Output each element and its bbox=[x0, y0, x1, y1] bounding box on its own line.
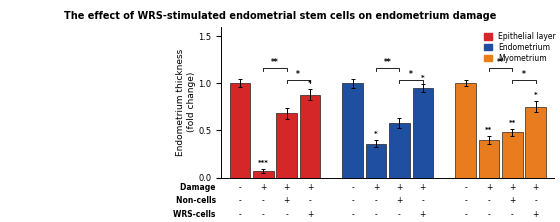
Legend: Epithelial layer, Endometrium, Myometrium: Epithelial layer, Endometrium, Myometriu… bbox=[483, 30, 557, 64]
Text: +: + bbox=[396, 183, 403, 192]
Bar bbox=[479, 140, 500, 178]
Text: +: + bbox=[283, 183, 290, 192]
Text: **: ** bbox=[497, 58, 505, 67]
Text: Damage: Damage bbox=[180, 183, 218, 192]
Text: ***: *** bbox=[258, 160, 269, 166]
Text: -: - bbox=[239, 210, 241, 219]
Bar bbox=[253, 171, 273, 178]
Text: *: * bbox=[374, 131, 378, 137]
Bar bbox=[230, 83, 250, 178]
Text: **: ** bbox=[486, 127, 493, 133]
Text: -: - bbox=[239, 196, 241, 205]
Text: -: - bbox=[262, 210, 265, 219]
Text: -: - bbox=[422, 196, 424, 205]
Text: WRS-cells: WRS-cells bbox=[174, 210, 218, 219]
Text: -: - bbox=[398, 210, 401, 219]
Bar bbox=[366, 144, 386, 178]
Text: *: * bbox=[522, 70, 526, 79]
Text: -: - bbox=[239, 183, 241, 192]
Text: -: - bbox=[511, 210, 514, 219]
Text: -: - bbox=[488, 196, 491, 205]
Text: *: * bbox=[308, 80, 312, 86]
Text: +: + bbox=[486, 183, 492, 192]
Text: +: + bbox=[419, 210, 426, 219]
Text: +: + bbox=[260, 183, 267, 192]
Text: -: - bbox=[351, 183, 354, 192]
Text: *: * bbox=[421, 75, 424, 81]
Text: **: ** bbox=[271, 58, 279, 67]
Text: +: + bbox=[509, 196, 516, 205]
Text: +: + bbox=[307, 183, 313, 192]
Text: -: - bbox=[351, 210, 354, 219]
Text: +: + bbox=[307, 210, 313, 219]
Text: -: - bbox=[464, 183, 467, 192]
Text: **: ** bbox=[508, 120, 516, 126]
Bar bbox=[389, 123, 410, 178]
Text: *: * bbox=[409, 70, 413, 79]
Text: +: + bbox=[533, 210, 539, 219]
Text: +: + bbox=[533, 183, 539, 192]
Text: -: - bbox=[262, 196, 265, 205]
Text: *: * bbox=[534, 92, 538, 98]
Bar bbox=[300, 95, 320, 178]
Text: The effect of WRS-stimulated endometrial stem cells on endometrium damage: The effect of WRS-stimulated endometrial… bbox=[64, 11, 496, 21]
Bar bbox=[455, 83, 476, 178]
Text: **: ** bbox=[384, 58, 391, 67]
Bar bbox=[502, 132, 522, 178]
Text: +: + bbox=[396, 196, 403, 205]
Text: -: - bbox=[488, 210, 491, 219]
Text: -: - bbox=[375, 196, 377, 205]
Text: +: + bbox=[509, 183, 516, 192]
Bar bbox=[343, 83, 363, 178]
Text: *: * bbox=[296, 70, 300, 79]
Text: +: + bbox=[283, 196, 290, 205]
Text: -: - bbox=[464, 196, 467, 205]
Bar bbox=[413, 88, 433, 178]
Text: -: - bbox=[534, 196, 537, 205]
Text: -: - bbox=[375, 210, 377, 219]
Text: -: - bbox=[285, 210, 288, 219]
Y-axis label: Endometrium thickness
(fold change): Endometrium thickness (fold change) bbox=[176, 48, 195, 156]
Bar bbox=[525, 107, 546, 178]
Bar bbox=[276, 113, 297, 178]
Text: +: + bbox=[419, 183, 426, 192]
Text: -: - bbox=[309, 196, 311, 205]
Text: -: - bbox=[464, 210, 467, 219]
Text: -: - bbox=[351, 196, 354, 205]
Text: Non-cells: Non-cells bbox=[176, 196, 218, 205]
Text: +: + bbox=[373, 183, 379, 192]
